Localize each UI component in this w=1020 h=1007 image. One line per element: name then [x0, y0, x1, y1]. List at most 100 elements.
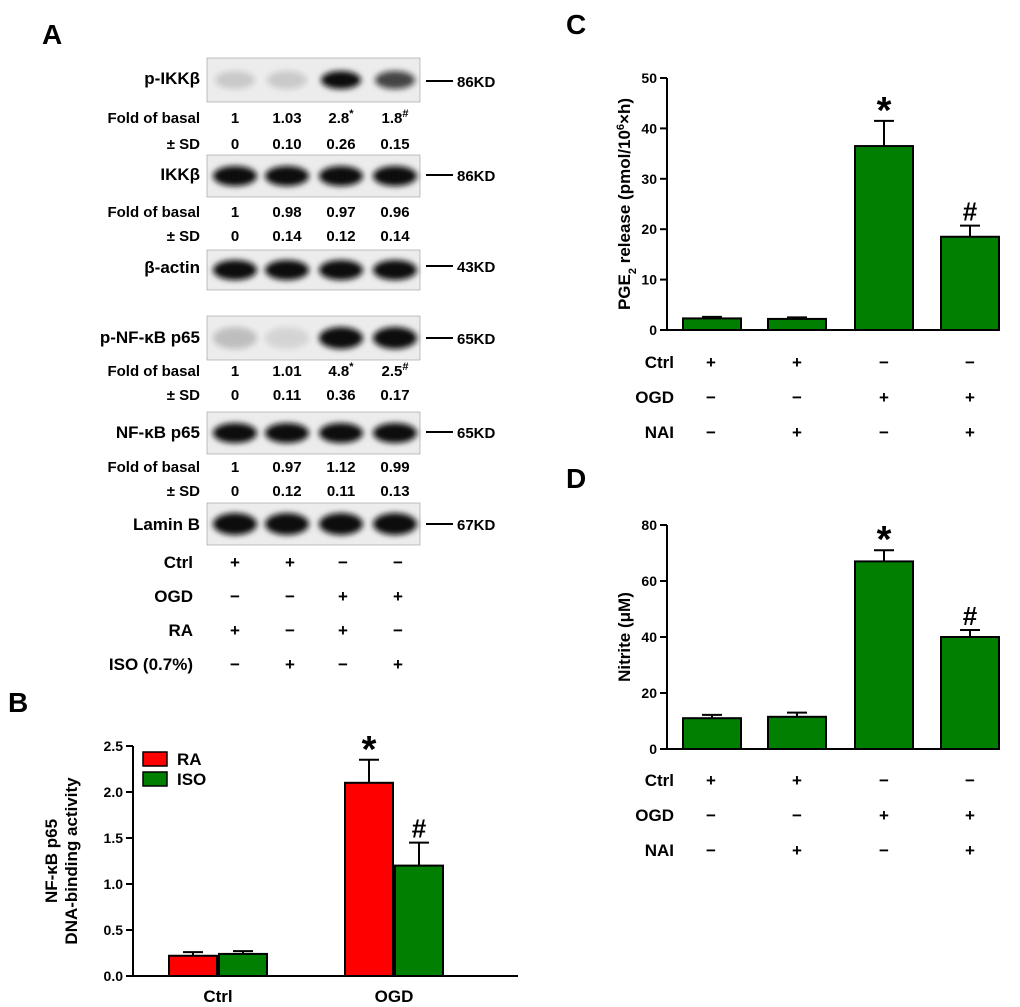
y-tick-label: 20: [641, 685, 657, 701]
y-tick-label: 20: [641, 221, 657, 237]
condition-sign: +: [792, 771, 802, 790]
blot-strip: [206, 315, 421, 361]
x-tick-label: Ctrl: [203, 987, 232, 1006]
fold-label: Fold of basal: [107, 110, 200, 127]
condition-sign: −: [879, 841, 889, 860]
y-tick-label: 40: [641, 120, 657, 136]
condition-sign: +: [965, 841, 975, 860]
y-tick-label: 1.0: [104, 876, 124, 892]
condition-sign: −: [393, 621, 403, 640]
y-tick-label: 60: [641, 573, 657, 589]
sd-value: 0.12: [326, 228, 355, 245]
condition-sign: −: [965, 771, 975, 790]
blot-band: [265, 327, 309, 349]
condition-sign: +: [706, 771, 716, 790]
y-axis-label: Nitrite (μM): [615, 592, 634, 682]
condition-sign: +: [393, 655, 403, 674]
bar: [854, 560, 914, 751]
molecular-weight-label: 86KD: [457, 74, 496, 91]
condition-label: Ctrl: [164, 553, 193, 572]
blot-label: p-NF-κB p65: [100, 328, 200, 347]
condition-sign: +: [338, 587, 348, 606]
condition-sign: −: [965, 353, 975, 372]
fold-value: 1.12: [326, 459, 355, 476]
condition-sign: +: [285, 655, 295, 674]
condition-sign: −: [338, 553, 348, 572]
condition-sign: −: [879, 353, 889, 372]
sd-value: 0.15: [380, 136, 409, 153]
condition-label: Ctrl: [645, 353, 674, 372]
blot-strip: [206, 57, 421, 103]
blot-strip: [206, 411, 421, 455]
condition-sign: +: [285, 553, 295, 572]
bar: [344, 781, 394, 977]
condition-sign: −: [706, 806, 716, 825]
blot-band: [213, 260, 257, 280]
bar-marks: *#: [682, 519, 1000, 751]
sd-value: 0.11: [327, 483, 355, 500]
sd-label: ± SD: [167, 387, 200, 404]
sd-value: 0.14: [272, 228, 302, 245]
blot-band: [373, 423, 417, 443]
blot-band: [319, 327, 363, 349]
y-tick-label: 0: [649, 741, 657, 757]
condition-label: RA: [168, 621, 193, 640]
molecular-weight-label: 65KD: [457, 331, 496, 348]
fold-value: 2.8*: [328, 108, 354, 127]
blot-band: [267, 71, 307, 89]
y-tick-label: 0: [649, 322, 657, 338]
sd-value: 0.14: [380, 228, 410, 245]
fold-value: 1.8#: [382, 108, 409, 127]
blot-strip: [206, 249, 421, 291]
condition-sign: −: [285, 621, 295, 640]
y-tick-label: 0.0: [104, 968, 124, 984]
molecular-weight-label: 43KD: [457, 259, 496, 276]
condition-sign: +: [230, 621, 240, 640]
condition-sign: +: [879, 806, 889, 825]
condition-label: OGD: [154, 587, 193, 606]
condition-sign: −: [792, 806, 802, 825]
blot-label: NF-κB p65: [116, 423, 200, 442]
legend-swatch-iso: [142, 771, 168, 787]
significance-star: *: [877, 519, 892, 561]
blot-band: [373, 166, 417, 186]
significance-hash: #: [412, 814, 427, 844]
blot-band: [375, 71, 415, 89]
fold-value: 0.97: [326, 204, 355, 221]
sd-value: 0: [231, 136, 239, 153]
condition-sign: −: [879, 423, 889, 442]
blot-band: [321, 71, 361, 89]
molecular-weight-label: 86KD: [457, 168, 496, 185]
legend-label-ra: RA: [177, 750, 202, 769]
blot-band: [265, 513, 309, 535]
fold-value: 1: [231, 363, 239, 380]
y-tick-label: 10: [641, 272, 657, 288]
chart-b: *# 0.00.51.01.52.02.5 NF-κB p65 DNA-bind…: [42, 729, 518, 1006]
fold-label: Fold of basal: [107, 363, 200, 380]
western-blot-panel: p-IKKβ 86KD Fold of basal ± SD 1 1.03 2.…: [100, 57, 496, 674]
blot-label: IKKβ: [160, 165, 200, 184]
fold-value: 0.98: [272, 204, 301, 221]
legend-swatch-ra: [142, 751, 168, 767]
condition-sign: +: [393, 587, 403, 606]
condition-sign: −: [393, 553, 403, 572]
condition-sign: +: [338, 621, 348, 640]
sd-value: 0: [231, 483, 239, 500]
y-axis-label-line1: NF-κB p65: [42, 819, 61, 903]
bar: [767, 317, 827, 331]
sd-value: 0.13: [380, 483, 409, 500]
condition-label: NAI: [645, 841, 674, 860]
y-axis-label-line2: DNA-binding activity: [62, 777, 81, 945]
condition-sign: +: [230, 553, 240, 572]
fold-value: 0.99: [380, 459, 409, 476]
fold-value: 1.03: [272, 110, 301, 127]
panel-label-b: B: [8, 687, 28, 718]
sd-value: 0: [231, 387, 239, 404]
bar: [394, 864, 444, 977]
legend-label-iso: ISO: [177, 770, 206, 789]
sd-label: ± SD: [167, 228, 200, 245]
bar: [940, 636, 1000, 750]
